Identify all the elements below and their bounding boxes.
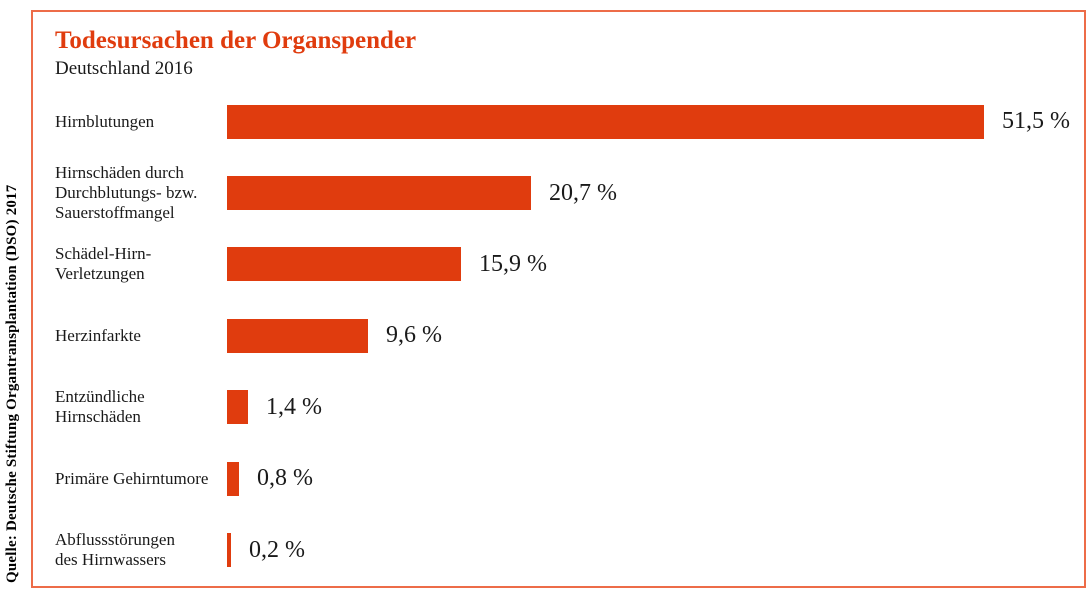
chart-row: Primäre Gehirntumore 0,8 % xyxy=(55,443,1078,514)
chart-row: Entzündliche Hirnschäden 1,4 % xyxy=(55,372,1078,443)
value-label: 1,4 % xyxy=(266,393,322,420)
category-label: Herzinfarkte xyxy=(55,325,141,345)
bar xyxy=(227,461,239,496)
category-label: Entzündliche Hirnschäden xyxy=(55,387,145,427)
bar xyxy=(227,533,231,568)
value-label: 0,2 % xyxy=(249,536,305,563)
bar-track: 0,8 % xyxy=(227,461,1078,496)
bar xyxy=(227,318,368,353)
source-note: Quelle: Deutsche Stiftung Organtransplan… xyxy=(4,184,20,584)
bar-track: 0,2 % xyxy=(227,533,1078,568)
value-label: 15,9 % xyxy=(479,250,547,277)
value-label: 20,7 % xyxy=(549,179,617,206)
chart-row: Hirnblutungen 51,5 % xyxy=(55,86,1078,157)
chart-row: Herzinfarkte 9,6 % xyxy=(55,300,1078,371)
bar-chart: Hirnblutungen 51,5 % Hirnschäden durch Du… xyxy=(55,86,1078,586)
chart-title: Todesursachen der Organspender xyxy=(55,27,417,54)
value-label: 51,5 % xyxy=(1002,108,1070,135)
bar xyxy=(227,247,461,282)
chart-row: Abflussstörungen des Hirnwassers 0,2 % xyxy=(55,514,1078,585)
category-label: Abflussstörungen des Hirnwassers xyxy=(55,530,175,570)
chart-frame: Todesursachen der Organspender Deutschla… xyxy=(31,10,1086,588)
value-label: 9,6 % xyxy=(386,322,442,349)
bar-track: 9,6 % xyxy=(227,318,1078,353)
category-label: Hirnblutungen xyxy=(55,111,155,131)
bar-track: 15,9 % xyxy=(227,247,1078,282)
bar xyxy=(227,176,531,211)
value-label: 0,8 % xyxy=(257,465,313,492)
bar-track: 20,7 % xyxy=(227,176,1078,211)
chart-subtitle: Deutschland 2016 xyxy=(55,58,193,79)
bar-track: 51,5 % xyxy=(227,104,1078,139)
bar xyxy=(227,390,248,425)
chart-row: Hirnschäden durch Durchblutungs- bzw. Saue… xyxy=(55,157,1078,228)
bar xyxy=(227,104,984,139)
category-label: Primäre Gehirntumore xyxy=(55,468,209,488)
category-label: Schädel-Hirn- Verletzungen xyxy=(55,244,152,284)
chart-row: Schädel-Hirn- Verletzungen 15,9 % xyxy=(55,229,1078,300)
category-label: Hirnschäden durch Durchblutungs- bzw. Saue… xyxy=(55,163,198,223)
bar-track: 1,4 % xyxy=(227,390,1078,425)
